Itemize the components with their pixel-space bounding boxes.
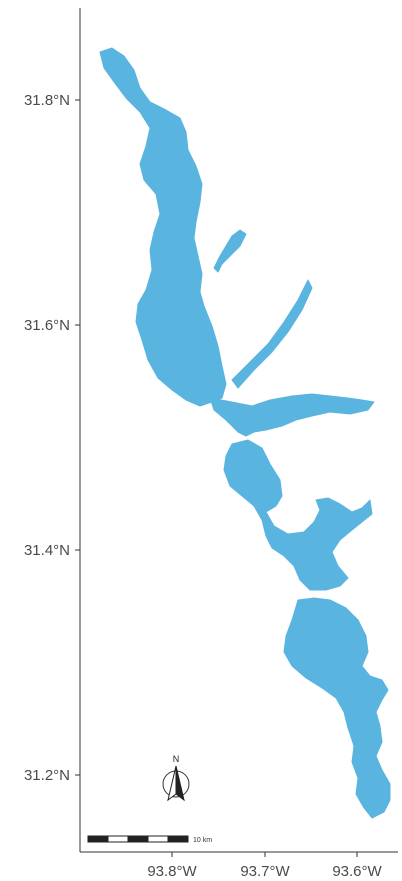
north-arrow-right-half [175,765,185,802]
reservoir-middle-section [223,439,373,591]
map-axes: 31.8°N 31.6°N 31.4°N 31.2°N 93.8°W 93.7°… [24,8,398,880]
reservoir-north-section [99,47,227,407]
north-arrow-left-half [167,765,177,802]
reservoir-north-branch [231,279,313,389]
x-tick-label: 93.6°W [332,863,382,880]
scale-bar-segment [127,835,149,843]
scale-bar-segment [147,835,169,843]
reservoir-water-body [99,47,391,819]
scale-bar-label: 10 km [193,837,212,844]
scale-bar: 10 km [87,835,212,844]
reservoir-middle-arm [209,393,375,437]
scale-bar-segment [107,835,129,843]
scale-bar-segment [87,835,109,843]
y-tick-label: 31.2°N [24,767,70,784]
reservoir-south-section [283,597,391,819]
scale-bar-segment [167,835,189,843]
y-tick-label: 31.8°N [24,92,70,109]
y-tick-label: 31.4°N [24,542,70,559]
x-tick-label: 93.7°W [240,863,290,880]
y-tick-label: 31.6°N [24,317,70,334]
north-arrow: N [162,754,190,802]
north-arrow-label: N [173,754,180,764]
reservoir-side-arm [213,229,247,273]
x-tick-label: 93.8°W [147,863,197,880]
